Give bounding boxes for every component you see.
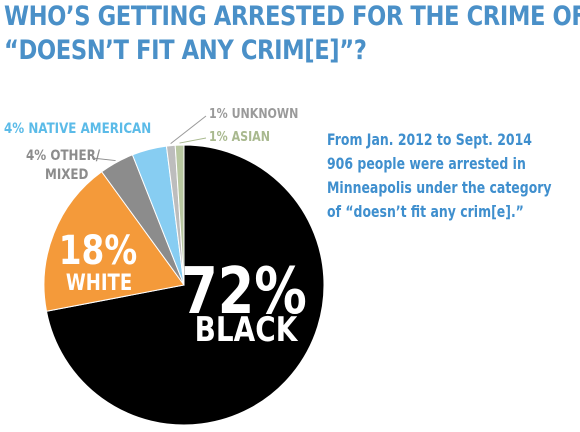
- asian-name: ASIAN: [232, 129, 270, 144]
- annotation-line-1: From Jan. 2012 to Sept. 2014: [327, 130, 532, 149]
- leader-lines: [91, 115, 207, 162]
- native-american-pct: 4%: [4, 121, 24, 137]
- slice-label-white-pct: 18%: [59, 227, 137, 274]
- slice-label-black-pct: 72%: [181, 254, 307, 328]
- native-american-name: NATIVE AMERICAN: [28, 121, 151, 137]
- slice-label-asian: 1% ASIAN: [209, 129, 270, 144]
- slice-label-native-american: 4% NATIVE AMERICAN: [4, 121, 151, 137]
- leader-line-other-mixed: [91, 157, 116, 162]
- pie-slices: [43, 144, 325, 426]
- leader-line-unknown: [170, 115, 207, 145]
- pie-slice-white: [43, 171, 185, 312]
- leader-line-asian: [179, 137, 207, 144]
- pie-slice-black: [45, 144, 325, 426]
- chart-title-line-2: “DOESN’T FIT ANY CRIM[E]”?: [4, 35, 367, 66]
- other-mixed-pct: 4%: [26, 148, 46, 164]
- pie-slice-asian: [174, 144, 185, 286]
- annotation-line-2: 906 people were arrested in: [327, 154, 526, 173]
- unknown-name: UNKNOWN: [232, 106, 299, 121]
- annotation-line-4: of “doesn’t fit any crim[e].”: [327, 202, 524, 221]
- slice-label-white-name: WHITE: [66, 269, 132, 295]
- chart-annotation: From Jan. 2012 to Sept. 2014 906 people …: [327, 128, 580, 224]
- slice-label-unknown: 1% UNKNOWN: [209, 106, 298, 121]
- unknown-pct: 1%: [209, 106, 228, 121]
- annotation-line-3: Minneapolis under the category: [327, 178, 552, 197]
- other-mixed-name-1: OTHER/: [50, 148, 100, 164]
- slice-label-other-mixed: 4% OTHER/: [26, 148, 100, 164]
- slice-label-black-name: BLACK: [195, 310, 299, 349]
- slice-label-other-mixed-line2: MIXED: [45, 167, 89, 183]
- asian-pct: 1%: [209, 129, 228, 144]
